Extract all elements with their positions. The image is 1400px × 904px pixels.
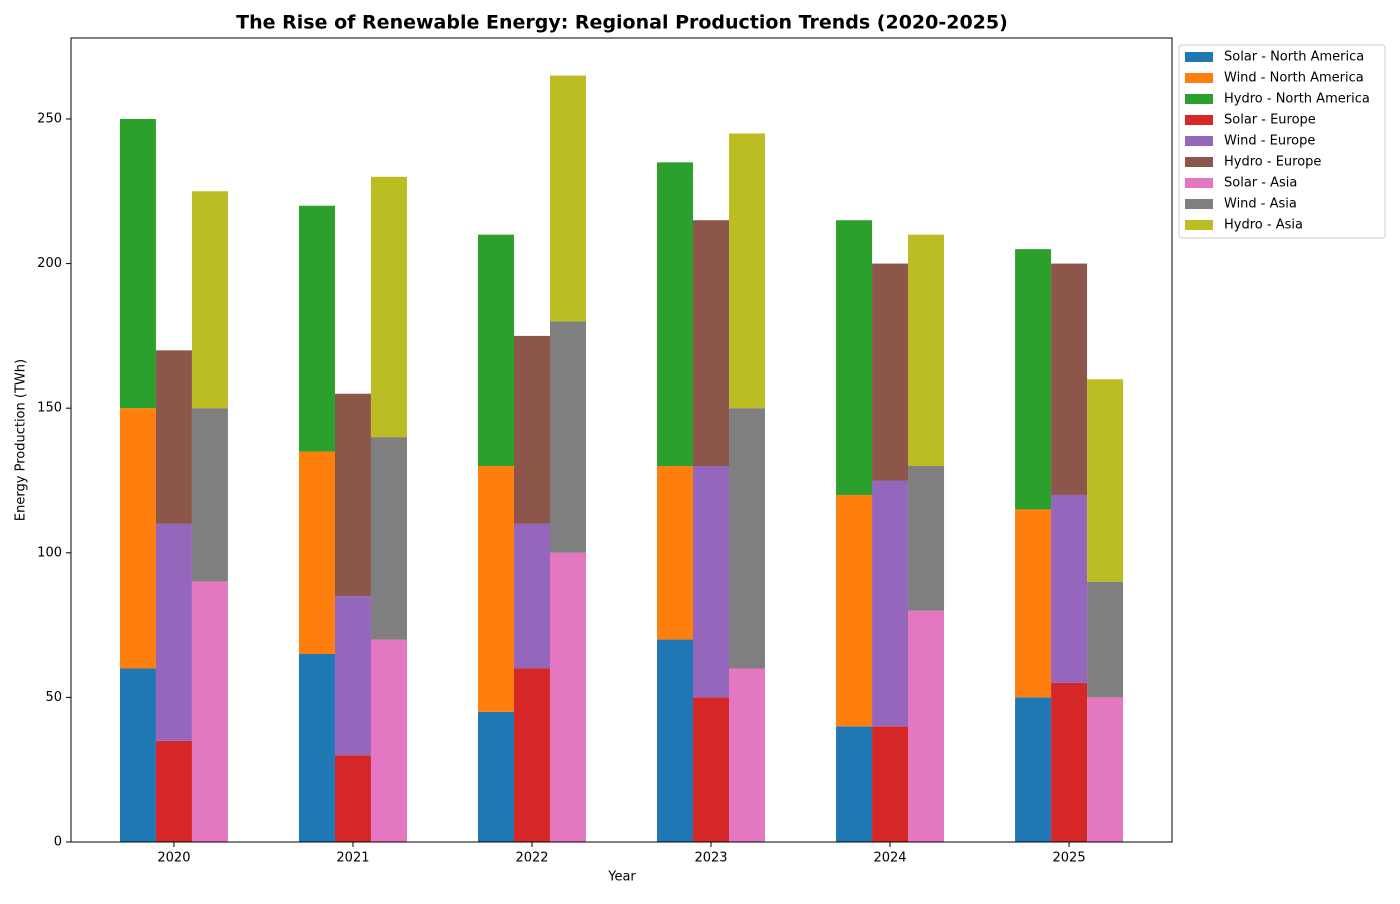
bar-segment [1015,509,1052,698]
legend-label: Wind - North America [1224,71,1364,86]
y-tick-label: 150 [37,401,62,416]
bar-segment [872,263,909,481]
legend-swatch [1185,115,1213,125]
legend-swatch [1185,199,1213,209]
bar-segment [370,176,407,438]
bar-segment [191,581,228,842]
bar-segment [1015,249,1052,510]
bar-segment [1087,581,1124,698]
bar-segment [119,118,156,409]
bar-segment [1051,263,1088,495]
bar-segment [191,408,228,582]
bar-segment [370,437,407,640]
legend-label: Solar - North America [1224,50,1364,65]
bar-segment [1015,697,1052,842]
y-tick-label: 0 [54,835,62,850]
y-tick-label: 50 [45,690,62,705]
bar-segment [334,393,371,597]
bar-segment [729,668,766,842]
x-tick-label: 2022 [515,851,548,866]
bar-segment [370,639,407,842]
bar-segment [908,234,945,467]
legend-label: Wind - Asia [1224,197,1297,212]
bar-segment [549,321,586,553]
legend-label: Hydro - Asia [1224,218,1303,233]
bar-segment [298,451,335,655]
bar-segment [657,466,694,640]
bar-segment [1087,379,1124,582]
bar-segment [729,408,766,669]
bar-segment [119,408,156,669]
bar-segment [872,480,909,727]
bar-segment [155,350,192,524]
bar-segment [477,234,514,467]
bar-segment [549,75,586,322]
legend-label: Solar - Asia [1224,176,1297,191]
bar-segment [657,639,694,842]
bar-segment [908,466,945,611]
legend-swatch [1185,157,1213,167]
legend-label: Wind - Europe [1224,134,1315,149]
legend-box [1178,44,1386,239]
x-tick-label: 2021 [336,851,369,866]
x-tick-label: 2025 [1053,851,1086,866]
bar-segment [513,668,550,842]
bar-segment [836,494,873,727]
bar-segment [836,726,873,842]
bar-segment [298,205,335,452]
legend-label: Hydro - Europe [1224,155,1321,170]
y-tick-label: 250 [37,111,62,126]
chart-title: The Rise of Renewable Energy: Regional P… [236,12,1008,34]
bar-segment [729,133,766,409]
bar-segment [155,740,192,842]
x-tick-label: 2023 [694,851,727,866]
bar-segment [657,162,694,467]
x-axis-label: Year [607,870,636,885]
legend-swatch [1185,136,1213,146]
y-tick-label: 100 [37,545,62,560]
x-tick-label: 2024 [873,851,906,866]
bar-segment [549,552,586,842]
legend-swatch [1185,178,1213,188]
bar-segment [191,191,228,409]
bar-segment [119,668,156,842]
bar-segment [298,654,335,842]
y-axis-label: Energy Production (TWh) [14,359,29,521]
bar-segment [693,466,730,698]
legend-swatch [1185,52,1213,62]
legend-label: Hydro - North America [1224,92,1370,107]
x-tick-label: 2020 [157,851,190,866]
legend-swatch [1185,73,1213,83]
bar-segment [1051,682,1088,842]
bar-segment [334,755,371,842]
bar-segment [836,220,873,495]
bar-segment [513,335,550,524]
bar-segment [872,726,909,842]
bar-segment [1051,494,1088,683]
bar-segment [477,711,514,842]
bar-segment [477,466,514,712]
bar-segment [908,610,945,842]
bar-segment [155,523,192,741]
bar-segment [693,220,730,467]
bar-segment [1087,697,1124,842]
plot-frame [70,37,1173,843]
y-tick-label: 200 [37,256,62,271]
legend-swatch [1185,94,1213,104]
legend-label: Solar - Europe [1224,113,1316,128]
bar-segment [334,596,371,756]
legend-swatch [1185,220,1213,230]
bar-segment [513,523,550,669]
bar-segment [693,697,730,842]
